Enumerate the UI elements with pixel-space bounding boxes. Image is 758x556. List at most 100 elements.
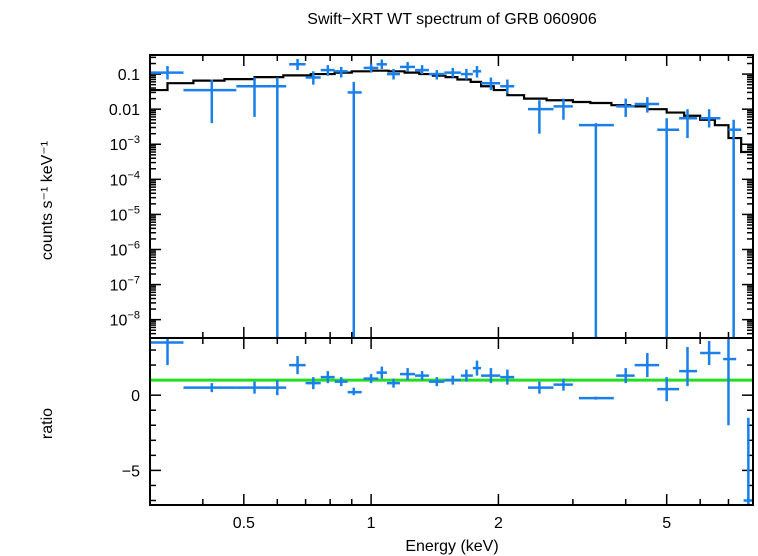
x-axis-label: Energy (keV)	[405, 538, 498, 555]
y-tick-label-exponent: −7	[127, 275, 140, 287]
data-point	[528, 381, 554, 394]
data-point	[500, 79, 515, 94]
y-tick-label: 10−3	[110, 134, 140, 154]
data-point	[399, 62, 416, 72]
ratio-data-points	[150, 338, 753, 505]
data-point	[305, 377, 321, 390]
x-tick-label: 0.5	[233, 515, 255, 532]
x-tick-label: 1	[367, 515, 376, 532]
data-point	[679, 347, 698, 387]
data-point	[183, 383, 237, 393]
y-tick-label-exponent: −6	[127, 239, 140, 251]
data-point	[481, 368, 501, 384]
data-point	[472, 66, 482, 78]
spectrum-axis-ticks	[149, 55, 754, 339]
data-point	[376, 59, 387, 69]
data-point	[271, 77, 287, 338]
y-tick-label: 10−5	[110, 204, 140, 224]
data-point	[320, 65, 335, 76]
spectrum-data-points	[150, 58, 742, 338]
y-tick-label: 10−6	[110, 239, 140, 259]
data-point	[363, 374, 379, 384]
y-tick-label-base: 10	[110, 278, 128, 295]
data-point	[500, 369, 515, 385]
data-point	[460, 68, 473, 80]
data-point	[305, 71, 321, 85]
y-tick-label: 0	[131, 388, 140, 405]
data-point	[634, 353, 660, 378]
data-point	[578, 396, 614, 400]
data-point	[444, 67, 461, 78]
data-point	[553, 98, 573, 120]
data-point	[460, 369, 473, 382]
model-curve	[150, 69, 753, 154]
spectrum-y-axis-label: counts s⁻¹ keV⁻¹	[39, 141, 56, 260]
data-point	[150, 66, 184, 80]
data-point	[236, 381, 272, 394]
y-tick-label-base: 10	[110, 242, 128, 259]
data-point	[723, 338, 737, 426]
data-point	[183, 79, 237, 124]
y-tick-label-exponent: −3	[127, 134, 140, 146]
ratio-panel: 0 −5 0.5 1 2 5 ratio	[39, 337, 754, 532]
data-point	[700, 341, 721, 366]
data-point	[728, 119, 742, 338]
data-point	[415, 65, 429, 75]
data-point	[634, 97, 660, 113]
y-tick-label-base: 10	[110, 172, 128, 189]
x-tick-label: 2	[494, 515, 503, 532]
x-tick-label: 5	[662, 515, 671, 532]
y-tick-label: 10−8	[110, 310, 140, 330]
data-point	[334, 66, 348, 78]
chart-title: Swift−XRT WT spectrum of GRB 060906	[307, 11, 597, 28]
data-point	[386, 68, 400, 80]
data-point	[616, 368, 635, 384]
data-point	[347, 81, 362, 338]
data-point	[657, 377, 680, 402]
y-tick-label: −5	[122, 463, 140, 480]
y-tick-label-exponent: −5	[127, 204, 140, 216]
data-point	[320, 371, 335, 384]
data-point	[376, 366, 387, 379]
data-point	[657, 118, 680, 338]
model-step-line	[150, 69, 753, 154]
data-point	[679, 109, 698, 139]
y-tick-label: 10−7	[110, 275, 140, 295]
ratio-tick-labels: 0 −5 0.5 1 2 5	[122, 388, 671, 532]
y-tick-label: 0.01	[109, 102, 140, 119]
data-point	[481, 77, 501, 91]
y-tick-label: 10−4	[110, 169, 140, 189]
data-point	[386, 378, 400, 388]
ratio-y-axis-label: ratio	[39, 408, 56, 439]
data-point	[743, 417, 753, 505]
data-point	[271, 380, 287, 396]
data-point	[415, 371, 429, 381]
data-point	[428, 70, 445, 80]
y-tick-label: 0.1	[118, 67, 140, 84]
data-point	[334, 377, 348, 387]
data-point	[150, 338, 184, 366]
y-tick-label-base: 10	[110, 313, 128, 330]
ratio-frame	[149, 337, 754, 506]
data-point	[347, 387, 362, 396]
data-point	[399, 368, 416, 381]
data-point	[236, 77, 272, 117]
data-point	[528, 100, 554, 134]
data-point	[444, 375, 461, 385]
y-tick-label-exponent: −8	[127, 310, 140, 322]
y-tick-label-base: 10	[110, 137, 128, 154]
data-point	[578, 123, 614, 338]
spectrum-frame	[149, 54, 754, 339]
data-point	[289, 58, 306, 71]
data-point	[428, 377, 445, 387]
data-point	[363, 63, 379, 73]
y-tick-label-base: 10	[110, 207, 128, 224]
data-point	[472, 360, 482, 376]
data-point	[553, 378, 573, 391]
data-point	[700, 109, 721, 128]
ratio-axis-ticks	[149, 338, 754, 505]
y-tick-label-exponent: −4	[127, 169, 140, 181]
